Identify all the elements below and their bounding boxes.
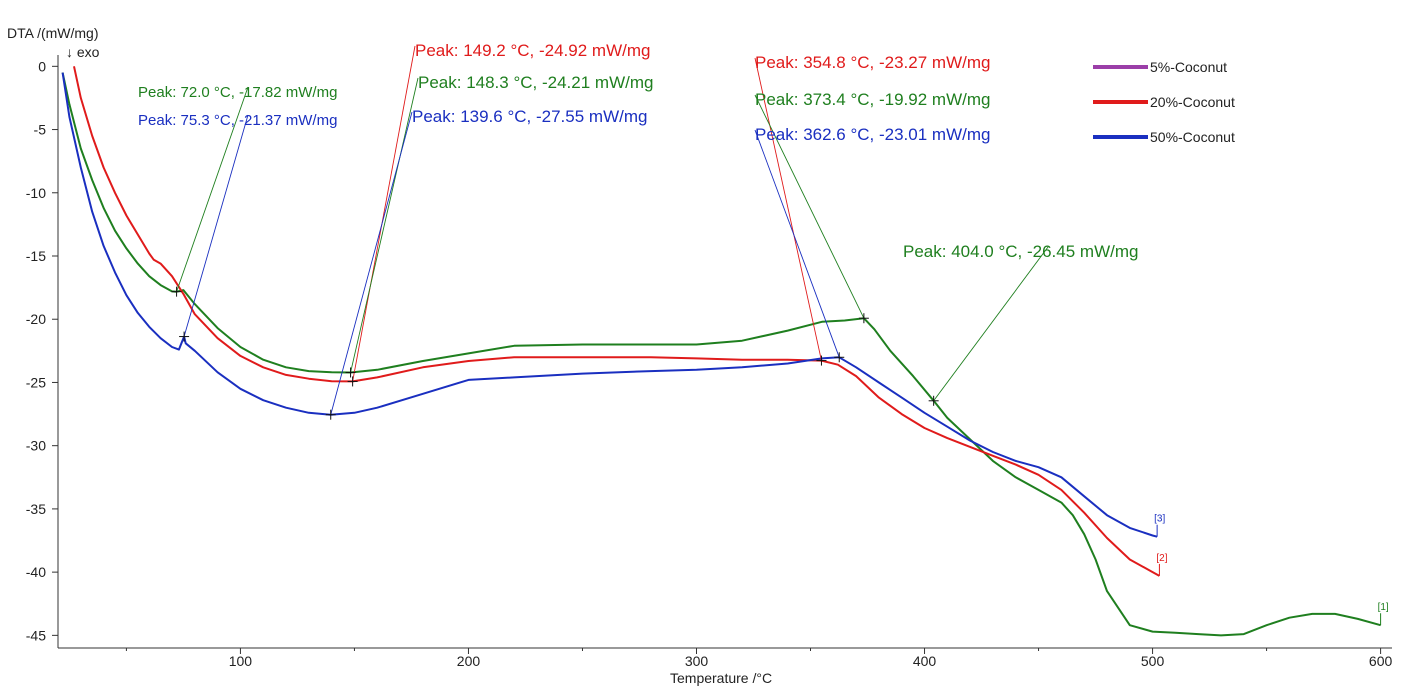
legend-label: 50%-Coconut [1150, 129, 1235, 145]
y-tick-label: -40 [26, 564, 46, 580]
y-tick-label: -30 [26, 438, 46, 454]
y-tick-label: -20 [26, 311, 46, 327]
series-end-label: [2] [1156, 553, 1167, 564]
peak-annotation: Peak: 149.2 °C, -24.92 mW/mg [415, 41, 650, 60]
series-line-3 [61, 72, 1158, 538]
x-tick-label: 100 [229, 653, 253, 669]
legend-label: 5%-Coconut [1150, 59, 1227, 75]
x-tick-label: 600 [1369, 653, 1393, 669]
series-line-2 [73, 66, 1160, 577]
peak-annotation: Peak: 362.6 °C, -23.01 mW/mg [755, 125, 990, 144]
peak-leader-line [183, 114, 249, 337]
peak-annotation: Peak: 72.0 °C, -17.82 mW/mg [138, 84, 337, 101]
peak-annotation: Peak: 148.3 °C, -24.21 mW/mg [418, 73, 653, 92]
peak-leader-line [176, 86, 249, 292]
peak-leader-line [754, 129, 840, 358]
peak-leader-line [754, 94, 865, 319]
x-tick-label: 500 [1141, 653, 1165, 669]
x-tick-label: 400 [913, 653, 937, 669]
x-axis-label: Temperature /°C [670, 670, 773, 686]
y-tick-label: -45 [26, 627, 46, 643]
peak-annotation: Peak: 75.3 °C, -21.37 mW/mg [138, 112, 337, 129]
y-tick-label: 0 [38, 58, 46, 74]
y-tick-label: -5 [34, 122, 47, 138]
y-tick-label: -15 [26, 248, 46, 264]
peak-leader-line [754, 57, 822, 361]
exo-direction-label: ↓ exo [66, 44, 100, 60]
series-end-label: [1] [1378, 602, 1389, 613]
peak-leader-line [933, 246, 1049, 402]
y-tick-label: -10 [26, 185, 46, 201]
x-tick-label: 200 [457, 653, 481, 669]
series-line-1 [61, 72, 1381, 637]
y-tick-label: -35 [26, 501, 46, 517]
peak-annotation: Peak: 404.0 °C, -26.45 mW/mg [903, 242, 1138, 261]
series-end-label: [3] [1154, 514, 1165, 525]
peak-leader-line [352, 45, 416, 382]
x-tick-label: 300 [685, 653, 709, 669]
y-tick-label: -25 [26, 374, 46, 390]
legend-label: 20%-Coconut [1150, 94, 1235, 110]
peak-annotation: Peak: 354.8 °C, -23.27 mW/mg [755, 53, 990, 72]
y-axis-label: DTA /(mW/mg) [7, 25, 99, 41]
peak-annotation: Peak: 373.4 °C, -19.92 mW/mg [755, 90, 990, 109]
peak-leader-line [330, 111, 413, 415]
peak-annotation: Peak: 139.6 °C, -27.55 mW/mg [412, 107, 647, 126]
peak-leader-line [350, 77, 419, 373]
